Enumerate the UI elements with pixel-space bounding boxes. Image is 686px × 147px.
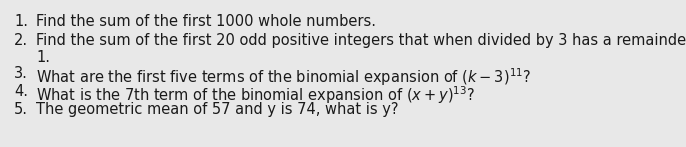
Text: Find the sum of the first 1000 whole numbers.: Find the sum of the first 1000 whole num… [36, 14, 376, 29]
Text: What are the first five terms of the binomial expansion of $(k-3)^{11}$?: What are the first five terms of the bin… [36, 66, 531, 88]
Text: 2.: 2. [14, 33, 28, 48]
Text: 5.: 5. [14, 102, 28, 117]
Text: Find the sum of the first 20 odd positive integers that when divided by 3 has a : Find the sum of the first 20 odd positiv… [36, 33, 686, 48]
Text: 3.: 3. [14, 66, 28, 81]
Text: 1.: 1. [36, 50, 50, 65]
Text: What is the 7th term of the binomial expansion of $(x+y)^{13}$?: What is the 7th term of the binomial exp… [36, 84, 475, 106]
Text: 1.: 1. [14, 14, 28, 29]
Text: The geometric mean of 57 and y is 74, what is y?: The geometric mean of 57 and y is 74, wh… [36, 102, 399, 117]
Text: 4.: 4. [14, 84, 28, 99]
